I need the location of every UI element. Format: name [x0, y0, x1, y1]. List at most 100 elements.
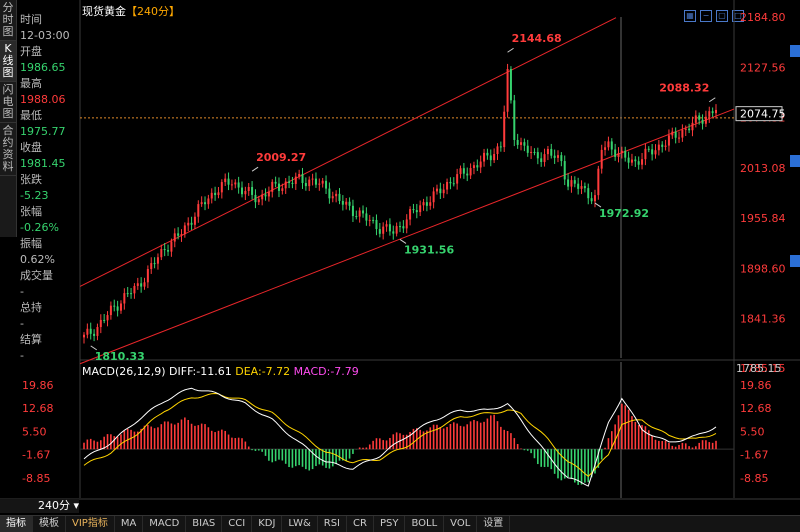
period-label: 240分 — [37, 499, 70, 512]
candle-body — [311, 178, 314, 180]
candle-body — [146, 269, 149, 283]
candle-body — [664, 145, 667, 147]
candle-body — [479, 161, 482, 168]
candle-body — [580, 186, 583, 189]
info-value: 1988.06 — [20, 93, 66, 106]
candle-body — [678, 137, 681, 139]
info-label: 成交量 — [20, 269, 53, 282]
candle-body — [593, 195, 596, 202]
candle-body — [331, 196, 334, 199]
tab-kline[interactable]: K线图 — [0, 41, 16, 82]
candle-body — [308, 179, 311, 187]
macd-tick-label-right: -8.85 — [740, 472, 768, 485]
candle-body — [577, 183, 580, 189]
candle-body — [130, 293, 133, 295]
candle-body — [688, 128, 691, 131]
period-selector[interactable]: 240分 ▾ — [0, 499, 79, 513]
tab-timeshare[interactable]: 分时图 — [0, 0, 16, 41]
indicator-tab[interactable]: LW& — [282, 516, 318, 532]
candle-body — [288, 181, 291, 183]
candle-body — [237, 182, 240, 188]
annotation-label: 1810.33 — [95, 350, 145, 363]
indicator-tab[interactable]: CR — [347, 516, 374, 532]
candle-body — [513, 100, 516, 140]
candle-body — [284, 181, 287, 189]
candle-body — [536, 152, 539, 159]
candle-body — [472, 165, 475, 169]
candle-body — [358, 210, 361, 217]
annotation-leader — [90, 345, 98, 351]
indicator-tab[interactable]: RSI — [318, 516, 348, 532]
candle-body — [170, 241, 173, 252]
candle-body — [156, 257, 159, 264]
candle-body — [167, 250, 170, 252]
candle-body — [546, 148, 549, 155]
candle-body — [526, 145, 529, 153]
candle-body — [267, 191, 270, 197]
macd-tick-label-right: -1.67 — [740, 449, 768, 462]
candle-body — [637, 161, 640, 165]
candle-body — [493, 154, 496, 161]
side-tabs: 分时图 K线图 闪电图 合约资料 — [0, 0, 17, 237]
candle-body — [452, 183, 455, 185]
restore-icon[interactable]: ▢ — [716, 10, 728, 22]
candle-body — [446, 181, 449, 190]
candle-body — [89, 328, 92, 334]
indicator-toolbar: 指标 模板 VIP指标 MA MACD BIAS CCI KDJ LW& RSI CR PSY BOLL… — [0, 515, 800, 532]
candle-body — [523, 142, 526, 146]
candle-body — [489, 155, 492, 161]
candle-body — [674, 131, 677, 138]
axis-marker — [790, 45, 800, 57]
grid-icon[interactable]: ▦ — [684, 10, 696, 22]
tab-contract-info[interactable]: 合约资料 — [0, 123, 16, 176]
info-label: 最低 — [20, 109, 42, 122]
minimize-icon[interactable]: − — [700, 10, 712, 22]
info-value: - — [20, 317, 24, 330]
indicator-tab[interactable]: BOLL — [405, 516, 445, 532]
price-chart[interactable]: 2184.802127.562070.322013.081955.841898.… — [0, 0, 800, 500]
maximize-icon[interactable]: □ — [732, 10, 744, 22]
indicator-tab[interactable]: 设置 — [477, 516, 511, 532]
candle-body — [647, 148, 650, 150]
candle-body — [321, 180, 324, 184]
candle-body — [412, 209, 415, 211]
dea-value: DEA:-7.72 — [235, 365, 291, 378]
indicator-tab[interactable]: VIP指标 — [66, 516, 115, 532]
candle-body — [183, 225, 186, 235]
candle-body — [684, 128, 687, 130]
candle-body — [227, 178, 230, 185]
indicator-tab[interactable]: PSY — [374, 516, 406, 532]
candle-body — [614, 149, 617, 157]
candle-body — [553, 155, 556, 158]
candle-body — [372, 219, 375, 221]
candle-body — [264, 194, 267, 197]
indicator-tab[interactable]: BIAS — [186, 516, 223, 532]
indicator-tab[interactable]: 指标 — [0, 516, 33, 532]
candle-body — [210, 192, 213, 199]
candle-body — [163, 249, 166, 251]
indicator-tab[interactable]: MACD — [143, 516, 187, 532]
candle-body — [244, 190, 247, 195]
candle-body — [540, 158, 543, 162]
price-tick-label: 1955.84 — [740, 212, 786, 225]
indicator-tab[interactable]: MA — [115, 516, 144, 532]
candle-body — [368, 219, 371, 221]
candle-body — [563, 161, 566, 180]
indicator-tab[interactable]: KDJ — [252, 516, 283, 532]
info-value: 1981.45 — [20, 157, 66, 170]
indicator-tab[interactable]: VOL — [444, 516, 478, 532]
instrument-name: 现货黄金 — [82, 5, 126, 18]
candle-body — [617, 153, 620, 157]
price-tick-label: 2127.56 — [740, 61, 786, 74]
candle-body — [126, 293, 129, 295]
candle-body — [385, 224, 388, 227]
candle-body — [247, 187, 250, 191]
macd-tick-label-left: -1.67 — [22, 449, 50, 462]
indicator-tab[interactable]: 模板 — [33, 516, 66, 532]
indicator-tab[interactable]: CCI — [222, 516, 253, 532]
candle-body — [143, 282, 146, 287]
tab-flash[interactable]: 闪电图 — [0, 82, 16, 123]
candle-body — [116, 306, 119, 311]
annotation-leader — [594, 202, 602, 208]
candle-body — [419, 205, 422, 213]
